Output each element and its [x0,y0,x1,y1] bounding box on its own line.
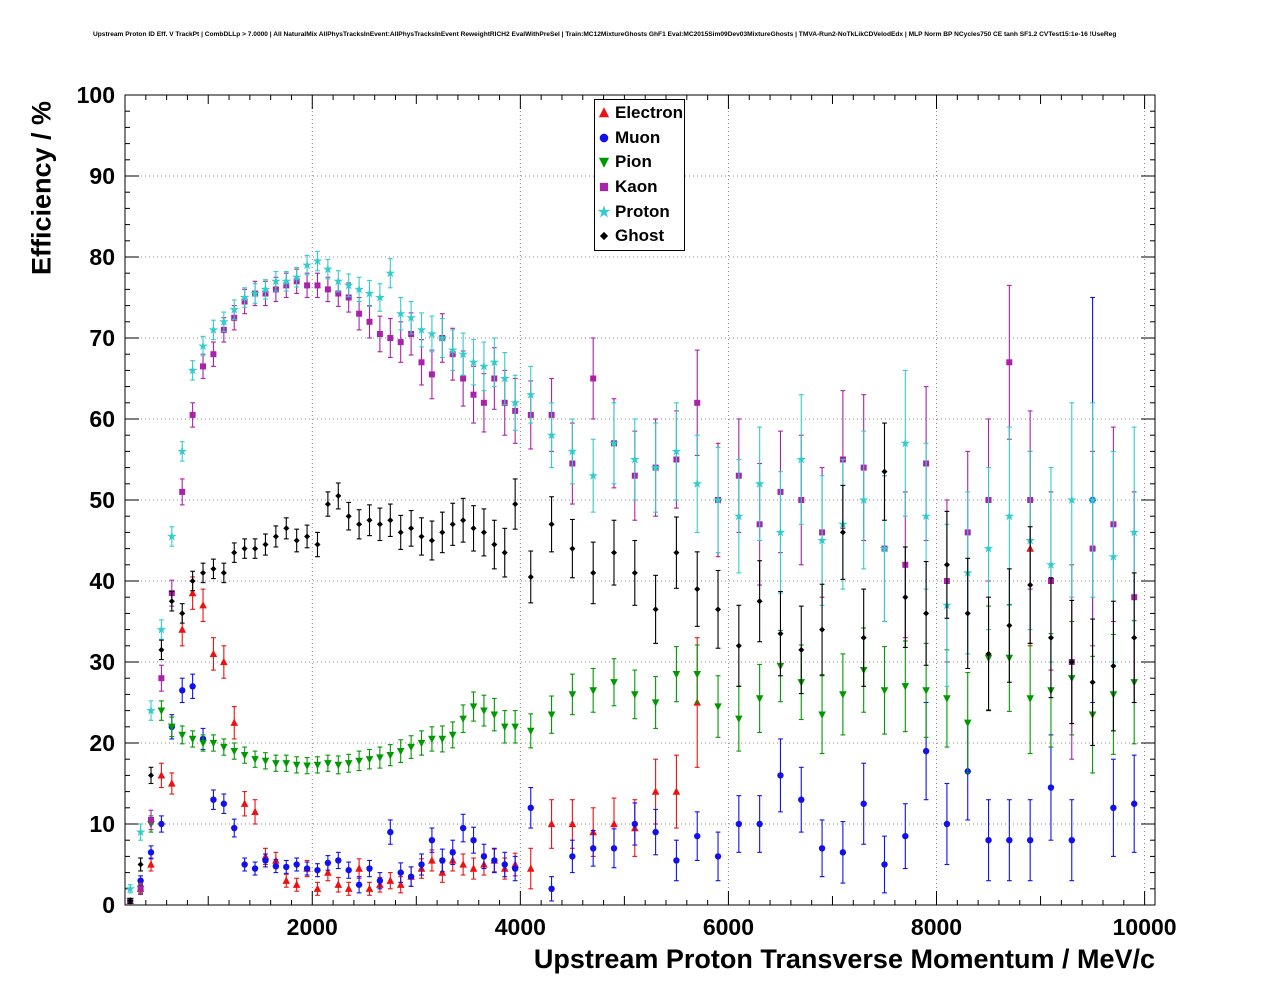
svg-text:60: 60 [89,406,115,432]
series-proton [125,250,1139,894]
svg-text:30: 30 [89,649,115,675]
svg-text:50: 50 [89,487,115,513]
series-kaon [127,268,1138,904]
star-marker-icon [597,204,611,218]
plot-title: Upstream Proton ID Eff. V TrackPt | Comb… [93,31,1117,38]
legend-entry-proton: Proton [595,199,684,224]
square-marker-icon [599,182,609,192]
legend-entry-electron: Electron [595,101,684,126]
series-ghost [127,422,1138,904]
svg-text:8000: 8000 [911,914,962,940]
triangle-up-marker-icon [598,107,610,118]
legend-label: Kaon [615,177,658,197]
circle-marker-icon [599,133,609,143]
svg-text:80: 80 [89,244,115,270]
svg-text:2000: 2000 [287,914,338,940]
data-points-layer [125,250,1139,905]
legend-label: Ghost [615,226,665,246]
legend-entry-kaon: Kaon [595,175,684,200]
svg-text:40: 40 [89,568,115,594]
legend-label: Electron [615,103,684,123]
legend-entry-muon: Muon [595,126,684,151]
svg-text:20: 20 [89,730,115,756]
svg-text:90: 90 [89,163,115,189]
svg-text:70: 70 [89,325,115,351]
svg-text:10000: 10000 [1113,914,1177,940]
legend-entry-pion: Pion [595,150,684,175]
axis-ticks [125,95,1155,905]
tick-labels: 2000 4000 6000 8000 10000 0 10 20 30 40 50 60 70 80 90… [77,82,1177,940]
y-axis-title: Efficiency / % [26,100,57,276]
legend-label: Pion [615,152,652,172]
legend-label: Proton [615,201,670,221]
svg-text:100: 100 [77,82,115,108]
diamond-marker-icon [599,232,609,241]
svg-text:10: 10 [89,811,115,837]
series-electron [126,450,1034,905]
legend: Electron Muon Pion Kaon Proton Ghost [594,99,685,251]
series-muon [127,296,1138,905]
legend-entry-ghost: Ghost [595,224,684,249]
svg-text:6000: 6000 [703,914,754,940]
legend-label: Muon [615,127,661,147]
svg-text:4000: 4000 [495,914,546,940]
svg-text:0: 0 [102,892,115,918]
triangle-down-marker-icon [598,158,610,169]
x-axis-title: Upstream Proton Transverse Momentum / Me… [533,944,1155,974]
